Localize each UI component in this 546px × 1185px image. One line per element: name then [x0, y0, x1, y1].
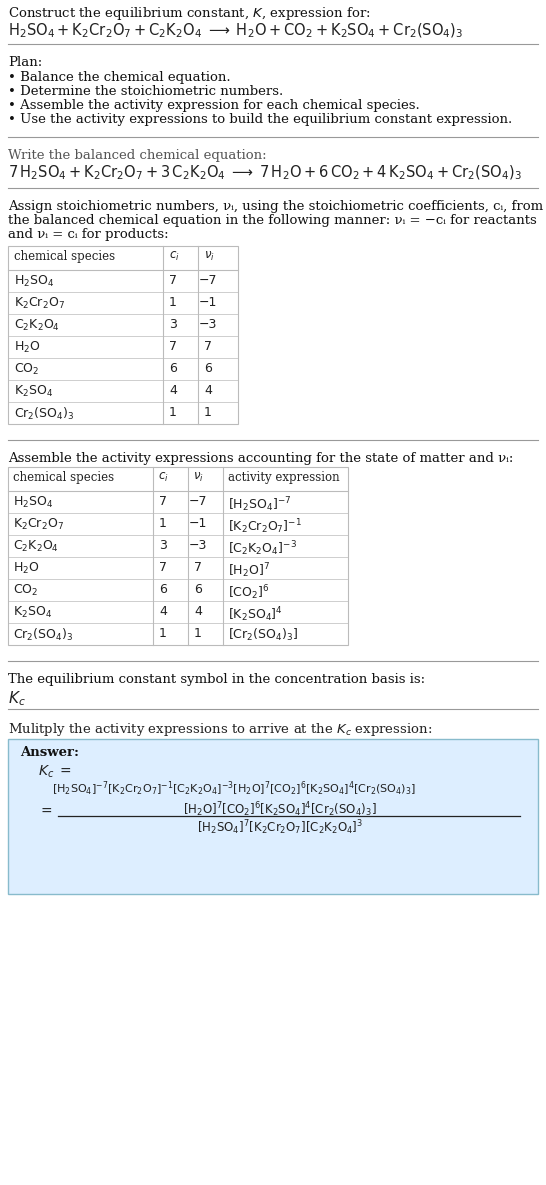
- Text: 7: 7: [204, 340, 212, 353]
- Text: $\mathrm{K_2SO_4}$: $\mathrm{K_2SO_4}$: [13, 606, 52, 620]
- Text: $\mathrm{7\,H_2SO_4 + K_2Cr_2O_7 + 3\,C_2K_2O_4 \;\longrightarrow\;7\,H_2O + 6\,: $\mathrm{7\,H_2SO_4 + K_2Cr_2O_7 + 3\,C_…: [8, 164, 521, 182]
- Text: $\nu_i$: $\nu_i$: [193, 470, 204, 485]
- Text: $\mathrm{H_2O}$: $\mathrm{H_2O}$: [13, 561, 39, 576]
- Text: $\mathrm{K_2SO_4}$: $\mathrm{K_2SO_4}$: [14, 384, 53, 399]
- Text: $\mathrm{Cr_2(SO_4)_3}$: $\mathrm{Cr_2(SO_4)_3}$: [14, 406, 74, 422]
- Text: $[\mathrm{K_2Cr_2O_7}]^{-1}$: $[\mathrm{K_2Cr_2O_7}]^{-1}$: [228, 517, 302, 536]
- Text: 4: 4: [159, 606, 167, 619]
- Text: $c_i$: $c_i$: [158, 470, 169, 485]
- Text: 3: 3: [159, 539, 167, 552]
- Text: 6: 6: [194, 583, 202, 596]
- Text: $[\mathrm{H_2O}]^7[\mathrm{CO_2}]^6[\mathrm{K_2SO_4}]^4[\mathrm{Cr_2(SO_4)_3}]$: $[\mathrm{H_2O}]^7[\mathrm{CO_2}]^6[\mat…: [183, 800, 377, 819]
- Text: chemical species: chemical species: [13, 470, 114, 483]
- Text: 1: 1: [169, 406, 177, 419]
- Text: The equilibrium constant symbol in the concentration basis is:: The equilibrium constant symbol in the c…: [8, 673, 425, 686]
- Text: −1: −1: [189, 517, 207, 530]
- Text: $[\mathrm{CO_2}]^{6}$: $[\mathrm{CO_2}]^{6}$: [228, 583, 270, 602]
- Text: $K_c$: $K_c$: [8, 688, 26, 707]
- Text: 7: 7: [169, 340, 177, 353]
- Text: • Use the activity expressions to build the equilibrium constant expression.: • Use the activity expressions to build …: [8, 113, 512, 126]
- Text: 1: 1: [204, 406, 212, 419]
- Text: chemical species: chemical species: [14, 250, 115, 263]
- Text: $\mathrm{H_2SO_4}$: $\mathrm{H_2SO_4}$: [14, 274, 54, 289]
- Text: Mulitply the activity expressions to arrive at the $K_c$ expression:: Mulitply the activity expressions to arr…: [8, 720, 432, 738]
- Text: $\mathrm{C_2K_2O_4}$: $\mathrm{C_2K_2O_4}$: [14, 318, 60, 333]
- Text: 6: 6: [159, 583, 167, 596]
- Text: $[\mathrm{Cr_2(SO_4)_3}]$: $[\mathrm{Cr_2(SO_4)_3}]$: [228, 627, 298, 643]
- Text: $[\mathrm{H_2O}]^{7}$: $[\mathrm{H_2O}]^{7}$: [228, 561, 270, 579]
- Text: $\mathrm{H_2SO_4}$: $\mathrm{H_2SO_4}$: [13, 495, 54, 510]
- Text: $[\mathrm{H_2SO_4}]^7[\mathrm{K_2Cr_2O_7}][\mathrm{C_2K_2O_4}]^3$: $[\mathrm{H_2SO_4}]^7[\mathrm{K_2Cr_2O_7…: [197, 818, 363, 837]
- Text: 3: 3: [169, 318, 177, 331]
- FancyBboxPatch shape: [8, 739, 538, 893]
- Text: activity expression: activity expression: [228, 470, 340, 483]
- Text: 4: 4: [169, 384, 177, 397]
- Text: 1: 1: [159, 627, 167, 640]
- Text: −7: −7: [189, 495, 207, 508]
- Text: the balanced chemical equation in the following manner: νᵢ = −cᵢ for reactants: the balanced chemical equation in the fo…: [8, 214, 537, 228]
- Text: Construct the equilibrium constant, $K$, expression for:: Construct the equilibrium constant, $K$,…: [8, 5, 371, 23]
- Text: 1: 1: [169, 296, 177, 309]
- Text: 1: 1: [194, 627, 202, 640]
- Text: Plan:: Plan:: [8, 56, 42, 69]
- Text: 6: 6: [204, 361, 212, 374]
- Text: $\mathrm{CO_2}$: $\mathrm{CO_2}$: [13, 583, 38, 598]
- Text: Answer:: Answer:: [20, 747, 79, 760]
- Text: −7: −7: [199, 274, 217, 287]
- Text: −3: −3: [189, 539, 207, 552]
- Text: 4: 4: [204, 384, 212, 397]
- Text: $\mathrm{K_2Cr_2O_7}$: $\mathrm{K_2Cr_2O_7}$: [14, 296, 65, 312]
- Bar: [8, 246, 238, 424]
- Text: 7: 7: [159, 561, 167, 574]
- Text: −3: −3: [199, 318, 217, 331]
- Text: −1: −1: [199, 296, 217, 309]
- Text: and νᵢ = cᵢ for products:: and νᵢ = cᵢ for products:: [8, 228, 169, 241]
- Text: $\mathrm{C_2K_2O_4}$: $\mathrm{C_2K_2O_4}$: [13, 539, 59, 555]
- Text: $\mathrm{CO_2}$: $\mathrm{CO_2}$: [14, 361, 39, 377]
- Text: $[\mathrm{H_2SO_4}]^{-7}$: $[\mathrm{H_2SO_4}]^{-7}$: [228, 495, 292, 514]
- Text: 4: 4: [194, 606, 202, 619]
- Text: 7: 7: [169, 274, 177, 287]
- Text: $[\mathrm{H_2SO_4}]^{-7}[\mathrm{K_2Cr_2O_7}]^{-1}[\mathrm{C_2K_2O_4}]^{-3}[\mat: $[\mathrm{H_2SO_4}]^{-7}[\mathrm{K_2Cr_2…: [52, 780, 416, 799]
- Text: 6: 6: [169, 361, 177, 374]
- Text: $[\mathrm{K_2SO_4}]^{4}$: $[\mathrm{K_2SO_4}]^{4}$: [228, 606, 283, 623]
- Text: 7: 7: [159, 495, 167, 508]
- Text: $=$: $=$: [38, 803, 53, 816]
- Text: 7: 7: [194, 561, 202, 574]
- Text: $\mathrm{K_2Cr_2O_7}$: $\mathrm{K_2Cr_2O_7}$: [13, 517, 64, 532]
- Text: $\nu_i$: $\nu_i$: [204, 250, 215, 263]
- Text: $\mathrm{Cr_2(SO_4)_3}$: $\mathrm{Cr_2(SO_4)_3}$: [13, 627, 74, 643]
- Text: $c_i$: $c_i$: [169, 250, 180, 263]
- Text: 1: 1: [159, 517, 167, 530]
- Text: • Balance the chemical equation.: • Balance the chemical equation.: [8, 71, 230, 84]
- Text: Assemble the activity expressions accounting for the state of matter and νᵢ:: Assemble the activity expressions accoun…: [8, 451, 513, 465]
- Text: Assign stoichiometric numbers, νᵢ, using the stoichiometric coefficients, cᵢ, fr: Assign stoichiometric numbers, νᵢ, using…: [8, 200, 543, 213]
- Text: $K_c\;=$: $K_c\;=$: [38, 764, 72, 781]
- Bar: [8, 467, 348, 645]
- Text: • Determine the stoichiometric numbers.: • Determine the stoichiometric numbers.: [8, 85, 283, 98]
- Text: $\mathrm{H_2SO_4 + K_2Cr_2O_7 + C_2K_2O_4 \;\longrightarrow\;H_2O + CO_2 + K_2SO: $\mathrm{H_2SO_4 + K_2Cr_2O_7 + C_2K_2O_…: [8, 23, 464, 40]
- Text: $[\mathrm{C_2K_2O_4}]^{-3}$: $[\mathrm{C_2K_2O_4}]^{-3}$: [228, 539, 297, 558]
- Text: • Assemble the activity expression for each chemical species.: • Assemble the activity expression for e…: [8, 100, 420, 113]
- Text: $\mathrm{H_2O}$: $\mathrm{H_2O}$: [14, 340, 40, 356]
- Text: Write the balanced chemical equation:: Write the balanced chemical equation:: [8, 149, 266, 162]
